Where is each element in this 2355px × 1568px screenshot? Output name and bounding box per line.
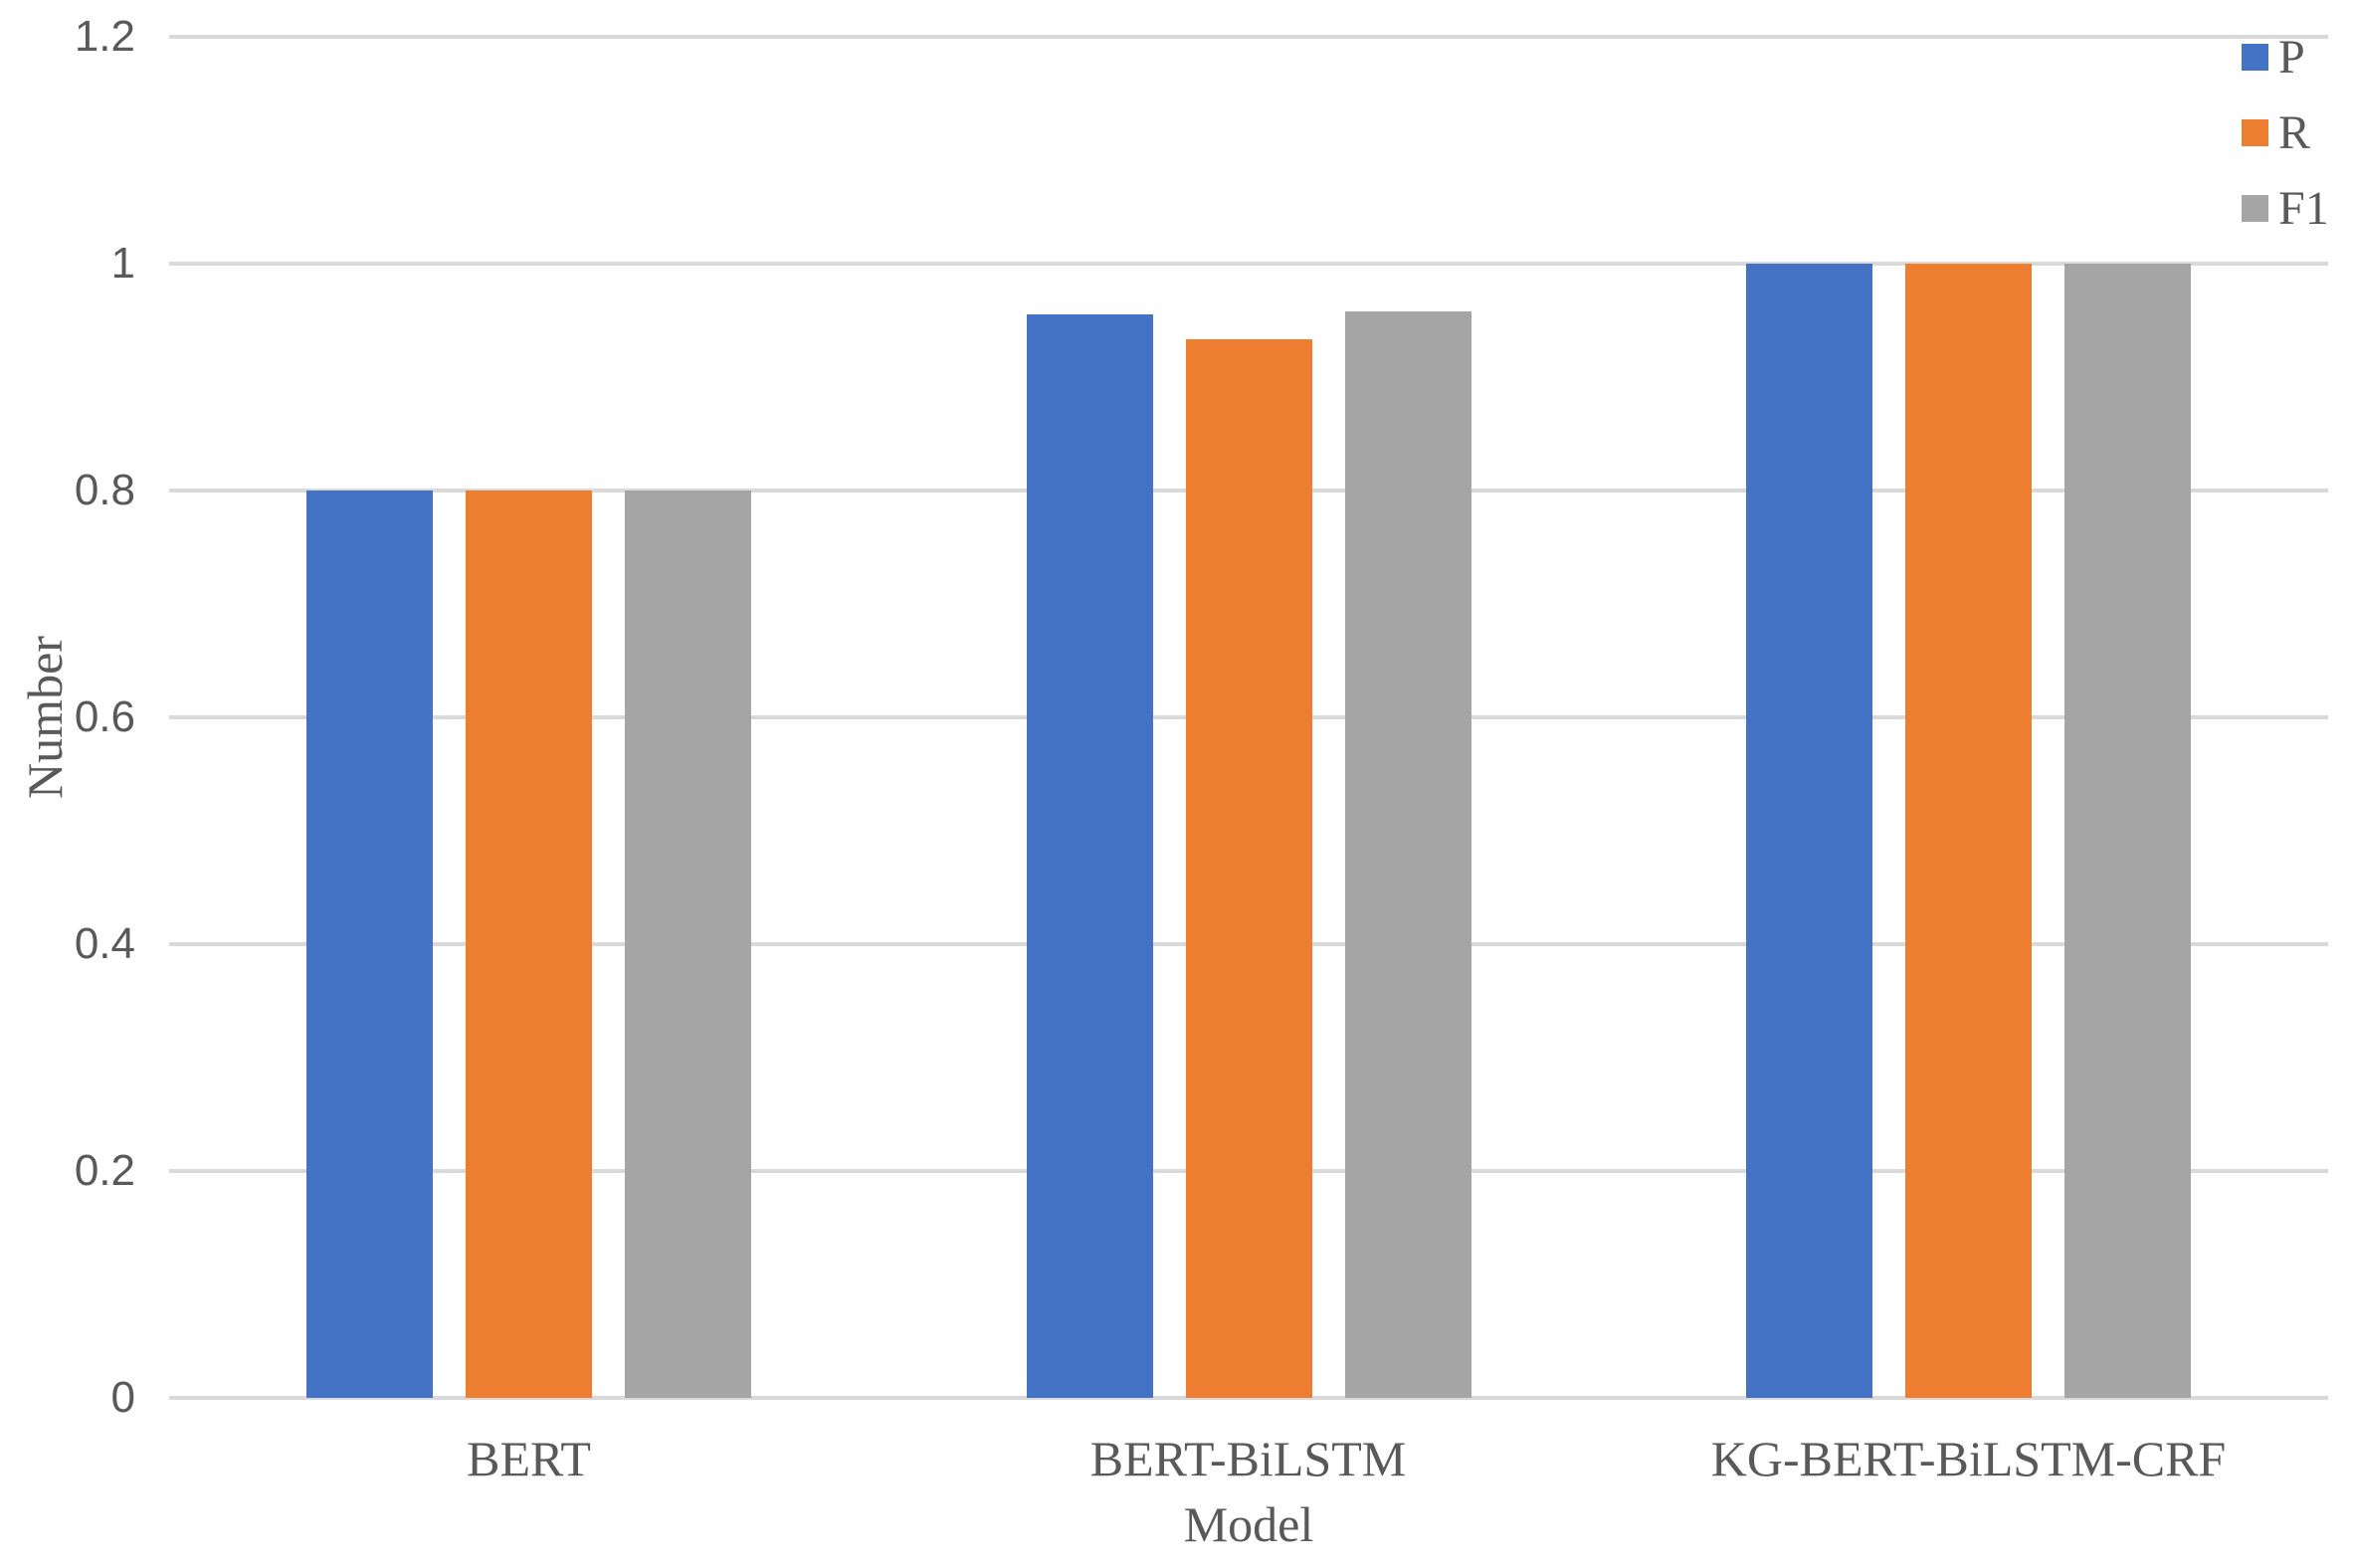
x-category-label-bert: BERT	[467, 1431, 591, 1486]
y-tick-label: 0.4	[74, 919, 135, 968]
legend-label-f1: F1	[2278, 182, 2329, 235]
x-category-label-bert-bilstm: BERT-BiLSTM	[1089, 1431, 1407, 1486]
legend-item-r: R	[2242, 108, 2329, 157]
y-tick-label: 1.2	[74, 12, 135, 61]
bar-f1-kg-bert-bilstm-crf	[2064, 264, 2191, 1398]
x-axis-title: Model	[1183, 1496, 1314, 1552]
legend-marker-r	[2242, 119, 2268, 146]
bar-r-bert-bilstm	[1186, 339, 1312, 1398]
bar-f1-bert	[625, 490, 751, 1398]
y-axis-title: Number	[17, 636, 73, 799]
legend-item-f1: F1	[2242, 184, 2329, 233]
x-category-label-kg-bert-bilstm-crf: KG-BERT-BiLSTM-CRF	[1710, 1431, 2227, 1486]
x-axis-line	[169, 1396, 2328, 1400]
bar-r-bert	[466, 490, 592, 1398]
bar-p-bert	[306, 490, 433, 1398]
y-tick-label: 0.6	[74, 692, 135, 741]
y-tick-label: 1	[110, 239, 135, 288]
legend-marker-p	[2242, 44, 2268, 71]
y-tick-label: 0	[110, 1373, 135, 1422]
legend-label-r: R	[2278, 106, 2311, 159]
legend: P R F1	[2242, 33, 2329, 260]
legend-item-p: P	[2242, 33, 2329, 82]
bar-p-bert-bilstm	[1027, 314, 1153, 1398]
bar-f1-bert-bilstm	[1345, 311, 1472, 1398]
gridline	[169, 35, 2328, 39]
legend-marker-f1	[2242, 195, 2268, 222]
y-tick-label: 0.8	[74, 466, 135, 514]
bar-p-kg-bert-bilstm-crf	[1746, 264, 1872, 1398]
legend-label-p: P	[2278, 31, 2305, 84]
gridline	[169, 262, 2328, 266]
bar-r-kg-bert-bilstm-crf	[1905, 264, 2032, 1398]
y-tick-label: 0.2	[74, 1146, 135, 1195]
